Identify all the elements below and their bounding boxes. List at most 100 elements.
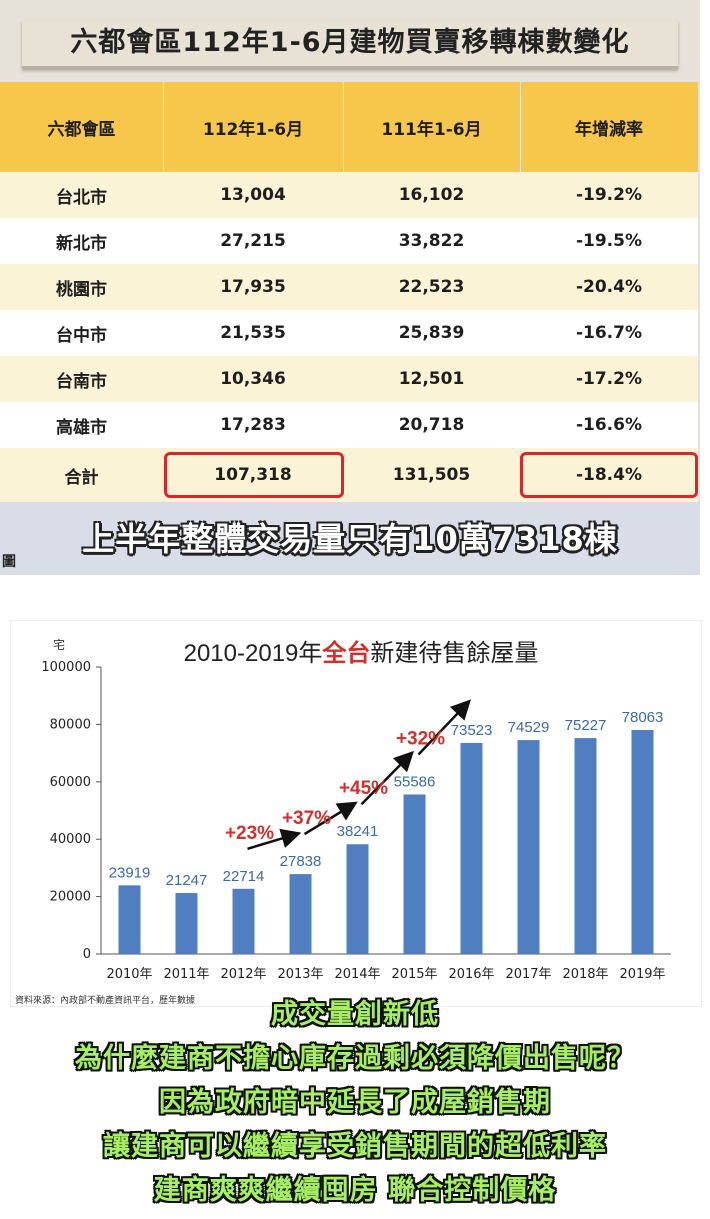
growth-label: +32% xyxy=(396,728,445,749)
bar-value-label: 38241 xyxy=(337,823,379,840)
x-tick-label: 2015年 xyxy=(391,967,437,982)
bar xyxy=(346,844,369,954)
growth-arrow xyxy=(303,801,358,836)
x-tick-label: 2011年 xyxy=(163,967,209,982)
table-cell: -19.2% xyxy=(575,185,643,205)
y-tick-label: 20000 xyxy=(50,890,91,905)
table-cell: 27,215 xyxy=(220,231,286,251)
header-cell-rate: 年增減率 xyxy=(575,119,643,140)
subtitle-banner: 上半年整體交易量只有10萬7318棟 xyxy=(0,502,700,575)
total-rate: -18.4% xyxy=(575,465,643,485)
x-tick-label: 2014年 xyxy=(334,967,380,982)
table-cell: 17,935 xyxy=(220,277,286,297)
table-title: 六都會區112年1-6月建物買賣移轉棟數變化 xyxy=(70,27,630,58)
growth-arrows: +23% +37% +45% +32% xyxy=(225,699,471,851)
y-axis-unit: 宅 xyxy=(53,637,65,652)
table-cell: 10,346 xyxy=(220,369,286,389)
y-tick-label: 80000 xyxy=(50,717,91,732)
table-cell: 33,822 xyxy=(398,231,465,251)
caption-line: 讓建商可以繼續享受銷售期間的超低利率 xyxy=(103,1131,607,1162)
bar xyxy=(289,874,312,954)
table-cell: -19.5% xyxy=(575,231,643,251)
table-cell: 台中市 xyxy=(56,325,107,346)
transaction-table-panel: 六都會區112年1-6月建物買賣移轉棟數變化 六都會區 112年1-6月 111… xyxy=(0,0,700,575)
table-row: 台中市 21,535 25,839 -16.7% xyxy=(0,310,698,356)
x-tick-label: 2019年 xyxy=(619,967,665,982)
y-tick-label: 100000 xyxy=(41,660,91,675)
y-tick-label: 60000 xyxy=(50,775,91,790)
bars: 23919 2010年 21247 2011年 22714 2012年 27838 2013年… xyxy=(106,709,665,982)
banner-text: 上半年整體交易量只有10萬7318棟 xyxy=(82,520,618,558)
bar-value-label: 22714 xyxy=(223,868,265,885)
total-label: 合計 xyxy=(64,467,99,488)
total-111: 131,505 xyxy=(392,465,471,485)
bar-value-label: 75227 xyxy=(565,717,607,734)
bar-value-label: 27838 xyxy=(280,853,322,870)
highlight-box-rate xyxy=(520,452,698,498)
y-tick-label: 40000 xyxy=(50,832,91,847)
table-cell: 高雄市 xyxy=(56,417,107,438)
table-cell: -17.2% xyxy=(575,369,643,389)
caption-line: 成交量創新低 xyxy=(271,999,439,1030)
chart-title: 2010-2019年全台新建待售餘屋量 xyxy=(184,639,539,667)
total-112: 107,318 xyxy=(214,465,292,485)
growth-label: +23% xyxy=(225,823,274,844)
banner-stub-text: 圖 xyxy=(2,554,16,570)
table-cell: 13,004 xyxy=(220,185,286,205)
x-tick-label: 2017年 xyxy=(505,967,551,982)
growth-label: +37% xyxy=(282,808,331,829)
inventory-chart-panel: 2010-2019年全台新建待售餘屋量 宅 0 20000 40000 60000 80… xyxy=(10,620,702,1007)
bar xyxy=(574,738,597,954)
x-tick-label: 2010年 xyxy=(106,967,152,982)
table-cell: 台北市 xyxy=(56,187,107,208)
bar-value-label: 23919 xyxy=(109,864,151,881)
x-tick-label: 2016年 xyxy=(448,967,494,982)
caption-line: 因為政府暗中延長了成屋銷售期 xyxy=(159,1087,551,1118)
bar-value-label: 73523 xyxy=(451,722,493,739)
bar xyxy=(517,740,540,954)
table-cell: 20,718 xyxy=(398,415,465,435)
caption-line: 建商爽爽繼續囤房 聯合控制價格 xyxy=(153,1175,557,1206)
bar xyxy=(403,794,426,954)
source-note: 資料來源：內政部不動產資訊平台，歷年數據 xyxy=(15,994,195,1006)
table-row: 新北市 27,215 33,822 -19.5% xyxy=(0,218,698,264)
table-cell: 22,523 xyxy=(398,277,465,297)
growth-arrow xyxy=(360,750,415,806)
growth-arrow xyxy=(417,699,471,756)
header-cell-112: 112年1-6月 xyxy=(202,119,304,140)
growth-arrow xyxy=(247,828,302,851)
header-cell-district: 六都會區 xyxy=(47,119,116,140)
x-tick-label: 2013年 xyxy=(277,967,323,982)
table-cell: 12,501 xyxy=(398,369,465,389)
table-cell: -16.7% xyxy=(575,323,643,343)
inventory-chart: 2010-2019年全台新建待售餘屋量 宅 0 20000 40000 60000 80… xyxy=(15,637,671,1006)
table-cell: 新北市 xyxy=(56,233,107,254)
bar xyxy=(232,888,255,954)
bar-value-label: 78063 xyxy=(622,709,664,726)
table-title-plate: 六都會區112年1-6月建物買賣移轉棟數變化 xyxy=(22,20,678,69)
header-cell-111: 111年1-6月 xyxy=(381,119,482,140)
bar xyxy=(175,893,198,954)
x-tick-label: 2018年 xyxy=(562,967,608,982)
table-total-row: 合計 107,318 131,505 -18.4% xyxy=(0,448,698,502)
table-cell: 16,102 xyxy=(398,185,465,205)
table-row: 高雄市 17,283 20,718 -16.6% xyxy=(0,402,698,448)
table-row: 桃園市 17,935 22,523 -20.4% xyxy=(0,264,698,310)
table-row: 台南市 10,346 12,501 -17.2% xyxy=(0,356,698,402)
table-cell: 台南市 xyxy=(56,371,107,392)
table-cell: 17,283 xyxy=(220,415,286,435)
chart-title-part: 2010-2019年 xyxy=(184,640,323,667)
bar xyxy=(631,729,654,954)
table-cell: -20.4% xyxy=(575,277,643,297)
table-cell: 21,535 xyxy=(220,323,286,343)
caption-line: 為什麼建商不擔心庫存過剩必須降價出售呢？ xyxy=(75,1043,635,1074)
bar-value-label: 55586 xyxy=(394,773,436,790)
chart-title-highlight: 全台 xyxy=(321,639,370,667)
highlight-box-total xyxy=(164,452,344,498)
table-row: 台北市 13,004 16,102 -19.2% xyxy=(0,172,698,218)
table-cell: 25,839 xyxy=(398,323,465,343)
table-cell: 桃園市 xyxy=(56,279,107,300)
growth-label: +45% xyxy=(339,778,388,799)
bar-value-label: 74529 xyxy=(508,719,550,736)
caption-block: 成交量創新低 為什麼建商不擔心庫存過剩必須降價出售呢？ 因為政府暗中延長了成屋銷… xyxy=(0,992,710,1219)
